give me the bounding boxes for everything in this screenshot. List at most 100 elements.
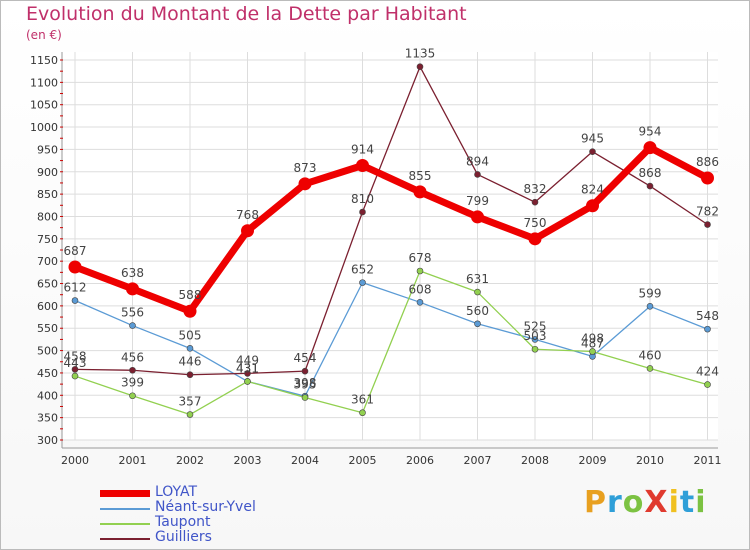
brand-letter: X [644, 485, 669, 520]
data-point [416, 267, 424, 275]
data-point [241, 224, 254, 238]
data-label: 868 [639, 166, 662, 180]
data-label: 652 [351, 263, 374, 277]
brand-letter: i [695, 485, 707, 520]
data-label: 824 [581, 183, 604, 197]
data-label: 398 [294, 376, 317, 390]
data-point [646, 365, 654, 372]
data-label: 458 [64, 349, 87, 363]
data-point [416, 63, 424, 71]
data-label: 750 [524, 216, 547, 230]
y-tick-label: 750 [37, 233, 58, 246]
x-tick-label: 2003 [234, 454, 262, 467]
data-point [474, 320, 481, 328]
data-point [244, 378, 251, 385]
data-label: 954 [639, 125, 662, 139]
data-point [356, 159, 369, 173]
data-label: 560 [466, 304, 489, 318]
data-point [589, 348, 596, 355]
series-line [71, 144, 711, 315]
chart-subtitle: (en €) [26, 28, 62, 42]
y-tick-label: 900 [37, 166, 58, 179]
data-label: 556 [121, 306, 144, 320]
data-point [71, 366, 79, 373]
data-point [359, 208, 366, 216]
x-tick-label: 2007 [464, 454, 492, 467]
legend-label: Taupont [155, 514, 211, 530]
legend-label: LOYAT [155, 484, 198, 500]
data-point [68, 260, 82, 274]
y-tick-label: 550 [37, 322, 58, 335]
data-point [474, 171, 481, 178]
y-tick-label: 1100 [30, 76, 58, 89]
data-label: 832 [524, 182, 547, 196]
data-point [129, 392, 136, 400]
data-label: 687 [64, 244, 87, 258]
data-point [704, 381, 711, 388]
data-label: 894 [466, 154, 489, 168]
legend-label: Néant-sur-Yvel [155, 499, 256, 515]
y-tick-label: 1150 [30, 54, 58, 67]
data-point [71, 297, 79, 304]
data-label: 487 [581, 336, 604, 350]
data-label: 678 [409, 251, 432, 265]
x-tick-label: 2005 [349, 454, 377, 467]
data-point [129, 322, 136, 329]
data-point [71, 372, 79, 380]
data-point [589, 148, 596, 155]
data-point [186, 371, 194, 379]
data-point [704, 221, 711, 228]
data-label: 1135 [405, 47, 436, 61]
data-label: 446 [179, 355, 202, 369]
data-point [301, 394, 309, 401]
data-point [701, 171, 714, 185]
data-label: 799 [466, 194, 489, 208]
brand-letter: i [668, 485, 680, 520]
legend-swatch [100, 538, 150, 540]
data-point [704, 325, 711, 333]
y-tick-label: 600 [37, 300, 58, 313]
data-label: 638 [121, 266, 144, 280]
y-tick-label: 850 [37, 188, 58, 201]
data-label: 945 [581, 132, 604, 146]
legend-swatch [100, 508, 150, 510]
data-label: 357 [179, 395, 202, 409]
x-tick-label: 2009 [579, 454, 607, 467]
brand-letter: t [679, 485, 696, 520]
line-chart: 300 350 400 450 500 550 600 650 700 750 800 850 900 9… [30, 47, 722, 467]
data-label: 456 [121, 350, 144, 364]
series-line [74, 66, 709, 376]
data-point [646, 182, 654, 190]
data-label: 503 [524, 329, 547, 343]
y-tick-label: 350 [37, 412, 58, 425]
data-point [359, 409, 366, 417]
data-point [129, 366, 136, 374]
data-label: 782 [696, 205, 719, 219]
data-point [183, 304, 197, 318]
y-tick-label: 1050 [30, 99, 58, 112]
data-point [474, 288, 481, 296]
data-point [126, 282, 139, 296]
data-point [528, 232, 542, 246]
data-point [643, 141, 657, 155]
data-point [531, 336, 539, 343]
data-label: 599 [639, 286, 662, 300]
data-label: 873 [294, 161, 317, 175]
data-point [298, 177, 312, 191]
data-point [186, 345, 194, 352]
data-label: 886 [696, 155, 719, 169]
y-tick-label: 700 [37, 255, 58, 268]
data-label: 525 [524, 319, 547, 333]
data-point [301, 367, 309, 375]
x-tick-label: 2010 [636, 454, 664, 467]
x-tick-label: 2006 [406, 454, 434, 467]
data-label: 454 [294, 351, 317, 365]
data-point [359, 279, 366, 286]
series-line [74, 281, 709, 397]
data-label: 631 [466, 272, 489, 286]
y-tick-label: 500 [37, 345, 58, 358]
data-point [413, 185, 427, 199]
data-label: 548 [696, 309, 719, 323]
plot-area [62, 52, 718, 440]
data-point [186, 411, 194, 418]
